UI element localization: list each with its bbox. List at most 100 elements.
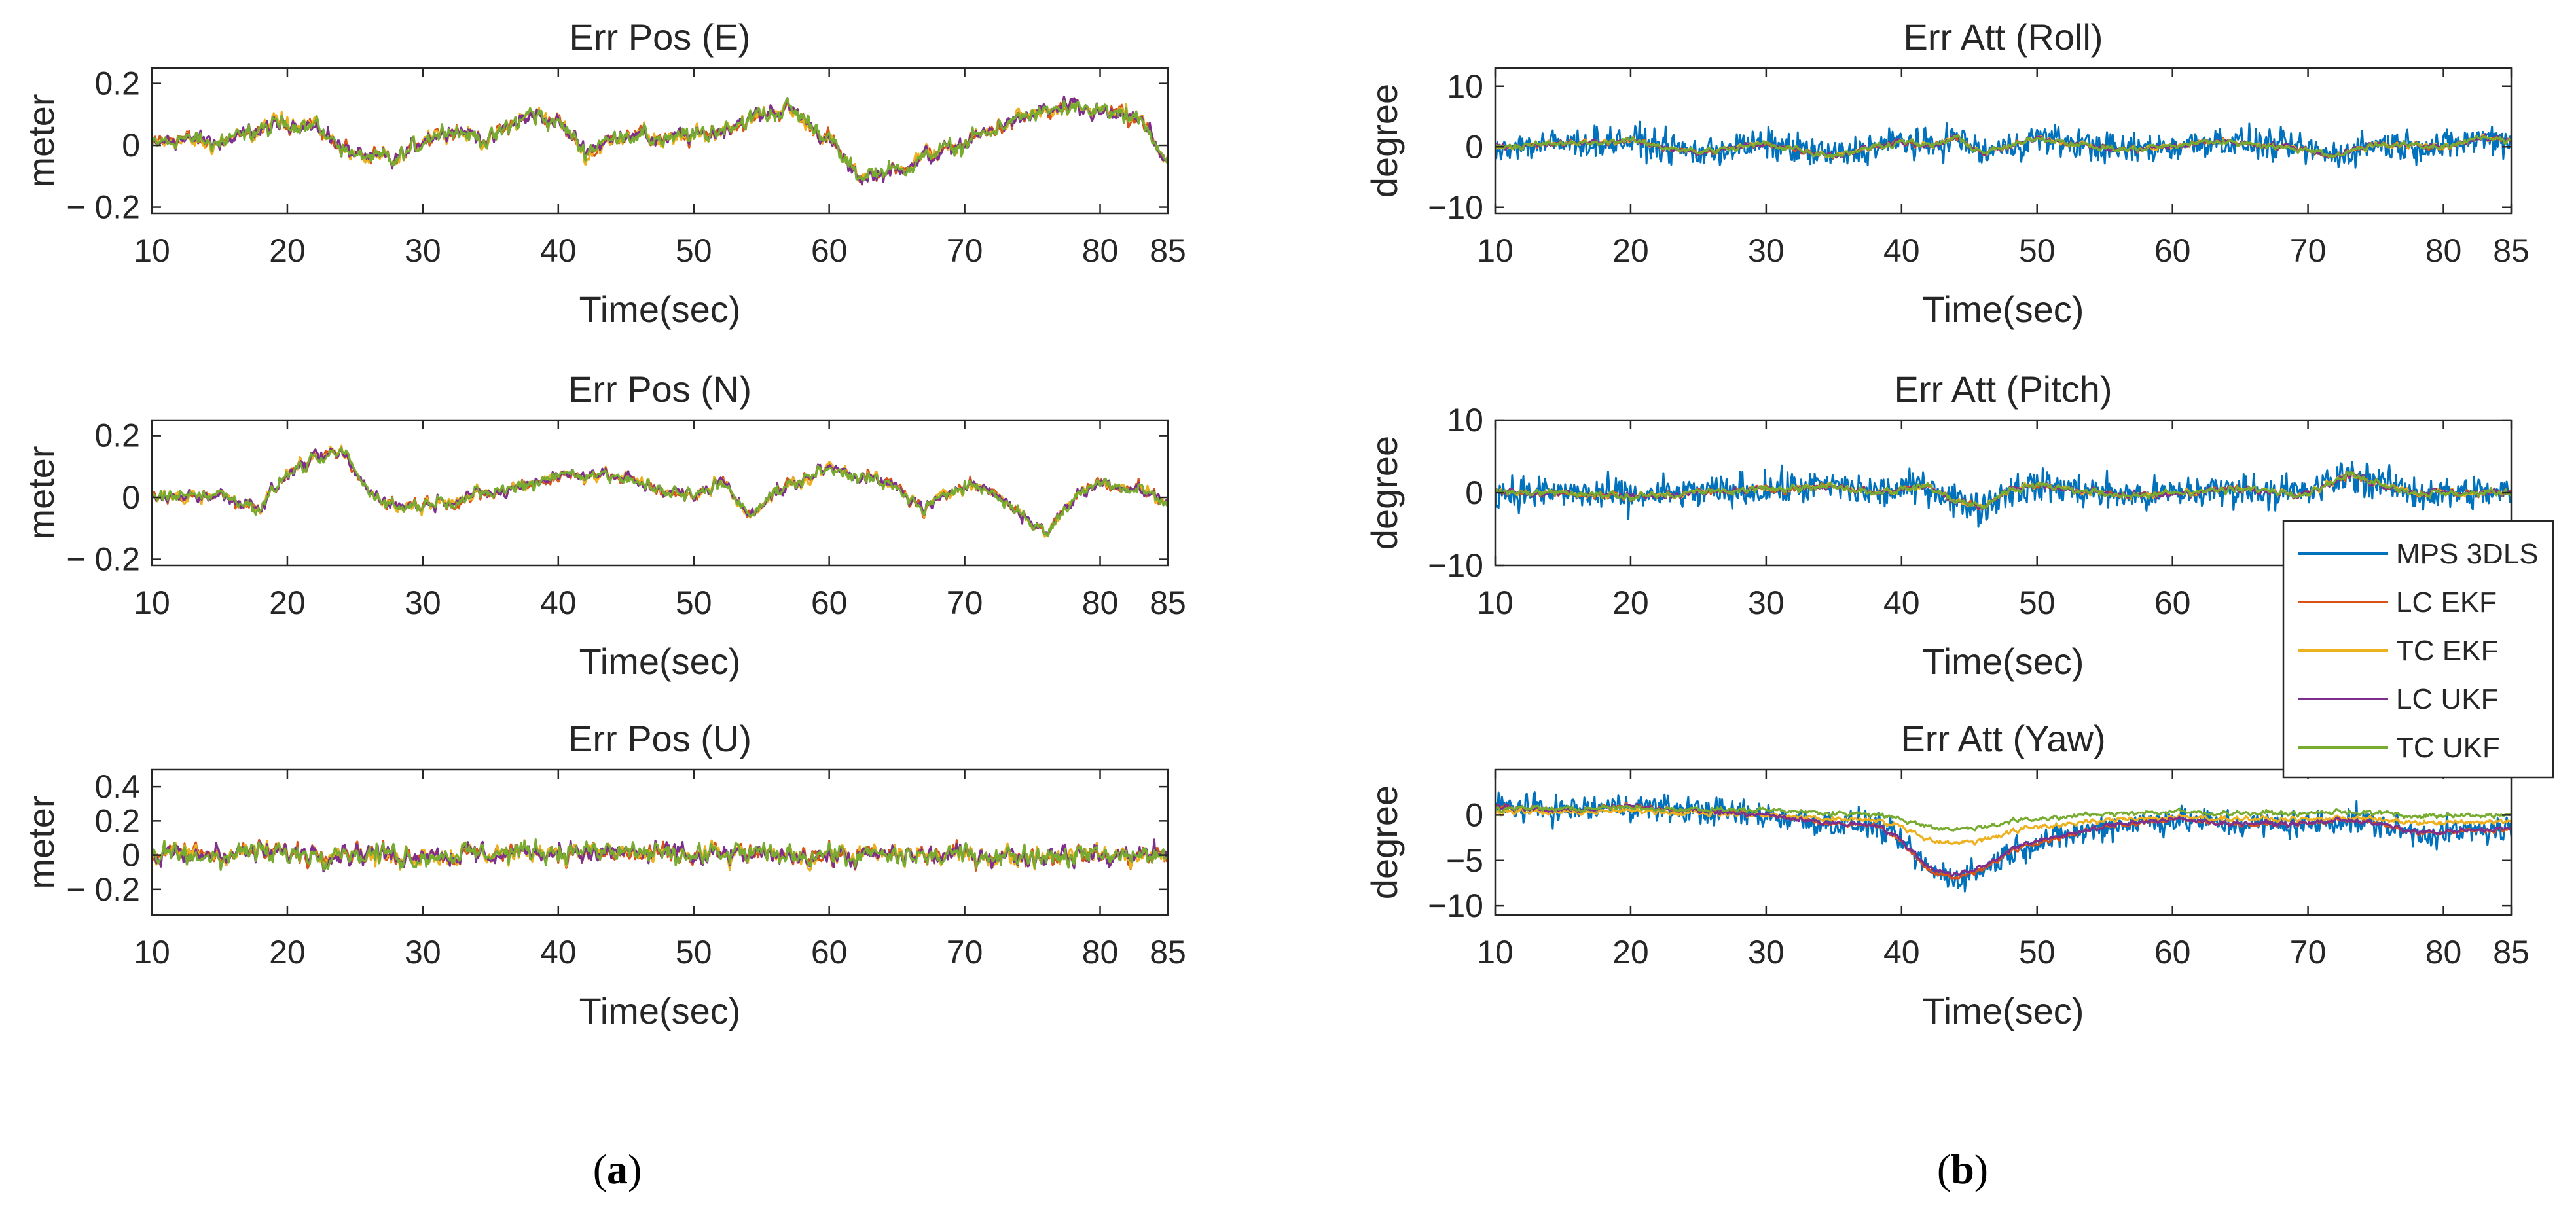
x-tick-label: 70: [947, 584, 983, 621]
legend: MPS 3DLS LC EKF TC EKF LC UKF TC UKF: [2282, 520, 2554, 779]
x-tick-label: 80: [1082, 232, 1119, 269]
y-tick-label: 0.2: [94, 802, 140, 839]
y-tick-label: 0: [122, 837, 140, 874]
legend-label: LC EKF: [2396, 586, 2497, 618]
x-tick-label: 85: [2493, 232, 2530, 269]
x-tick-label: 30: [1748, 584, 1785, 621]
x-tick-label: 40: [1883, 232, 1920, 269]
subfigure-label-b: (b): [1937, 1146, 1988, 1192]
y-tick-label: 0.2: [94, 65, 140, 102]
x-tick-label: 20: [269, 584, 306, 621]
x-tick-label: 85: [1150, 584, 1186, 621]
x-tick-label: 20: [269, 934, 306, 971]
legend-item-lc-ukf: LC UKF: [2298, 683, 2498, 715]
x-tick-label: 20: [269, 232, 306, 269]
x-tick-label: 30: [405, 232, 441, 269]
legend-item-tc-ekf: TC EKF: [2298, 635, 2498, 667]
x-tick-label: 20: [1612, 584, 1649, 621]
x-axis-label: Time(sec): [579, 990, 741, 1031]
series-group: [152, 444, 1168, 538]
axes-box: [151, 67, 1169, 215]
chart-title: Err Att (Pitch): [1895, 368, 2113, 410]
x-tick-label: 40: [1883, 584, 1920, 621]
series-line-tc-ukf: [152, 96, 1168, 181]
series-line-tc-ukf: [1495, 134, 2511, 158]
x-tick-label: 85: [1150, 934, 1186, 971]
y-axis-label: degree: [1364, 785, 1405, 899]
x-tick-label: 60: [2154, 232, 2191, 269]
y-axis-label: degree: [1364, 84, 1405, 198]
y-axis-label: degree: [1364, 436, 1405, 550]
x-tick-label: 40: [540, 584, 577, 621]
chart-title: Err Pos (E): [570, 16, 751, 58]
x-tick-label: 10: [1477, 934, 1514, 971]
chart-title: Err Att (Yaw): [1900, 718, 2105, 759]
x-tick-label: 50: [676, 584, 712, 621]
x-tick-label: 20: [1612, 934, 1649, 971]
x-tick-label: 80: [2425, 934, 2462, 971]
x-tick-label: 50: [2019, 934, 2056, 971]
x-tick-label: 50: [2019, 584, 2056, 621]
x-axis-label: Time(sec): [1923, 641, 2084, 682]
axes-box: [151, 419, 1169, 567]
legend-label: LC UKF: [2396, 683, 2498, 715]
x-axis-label: Time(sec): [1923, 289, 2084, 330]
x-tick-label: 50: [676, 934, 712, 971]
x-tick-label: 60: [811, 934, 848, 971]
x-tick-label: 60: [2154, 584, 2191, 621]
y-tick-label: − 0.2: [66, 871, 140, 908]
x-tick-label: 40: [540, 232, 577, 269]
x-tick-label: 50: [676, 232, 712, 269]
x-tick-label: 80: [1082, 934, 1119, 971]
legend-item-tc-ukf: TC UKF: [2298, 732, 2500, 764]
y-tick-label: −10: [1428, 189, 1483, 226]
series-line-tc-ekf: [1495, 807, 2511, 846]
x-tick-label: 10: [1477, 232, 1514, 269]
x-tick-label: 80: [1082, 584, 1119, 621]
x-tick-label: 40: [540, 934, 577, 971]
y-tick-label: 10: [1447, 68, 1483, 105]
x-tick-label: 10: [134, 934, 170, 971]
x-tick-label: 30: [1748, 934, 1785, 971]
chart-pos-u: 10 20 30 40 50 60 70 80 85 − 0.200.20.4 Err Pos (U…: [20, 718, 1186, 1031]
y-tick-label: 0: [1465, 128, 1483, 165]
chart-att-roll: 10 20 30 40 50 60 70 80 85 −10 0 10 Err Att (Roll) Ti…: [1364, 16, 2530, 330]
series-group: [1495, 461, 2511, 528]
axes-box: [151, 768, 1169, 916]
y-tick-label: 0.4: [94, 768, 140, 805]
axes-box: [1494, 768, 2513, 916]
y-tick-label: −10: [1428, 547, 1483, 584]
chart-title: Err Pos (U): [568, 718, 752, 759]
x-tick-label: 80: [2425, 232, 2462, 269]
x-tick-label: 70: [947, 934, 983, 971]
x-tick-label: 40: [1883, 934, 1920, 971]
x-tick-label: 70: [947, 232, 983, 269]
x-axis-label: Time(sec): [1923, 990, 2084, 1031]
y-axis-label: meter: [20, 795, 62, 889]
axes-box: [1494, 67, 2513, 215]
subfigure-label-a: (a): [593, 1146, 642, 1192]
legend-label: TC UKF: [2396, 732, 2500, 764]
series-group: [152, 95, 1168, 186]
y-tick-label: − 0.2: [66, 541, 140, 578]
plot-area: [152, 770, 1168, 915]
x-tick-label: 10: [134, 232, 170, 269]
series-line-tc-ukf: [1495, 804, 2511, 832]
plot-area: [1495, 770, 2511, 915]
series-group: [152, 838, 1168, 873]
x-tick-label: 60: [811, 584, 848, 621]
x-tick-label: 30: [1748, 232, 1785, 269]
series-line-tc-ukf: [1495, 471, 2511, 510]
chart-pos-n: 10 20 30 40 50 60 70 80 85 − 0.2 0 0.2 Err Pos (N) Ti…: [20, 368, 1186, 682]
series-group: [1495, 120, 2511, 169]
x-tick-label: 30: [405, 584, 441, 621]
y-tick-label: − 0.2: [66, 189, 140, 226]
x-tick-label: 85: [1150, 232, 1186, 269]
y-tick-label: 0: [1465, 474, 1483, 511]
x-tick-label: 85: [2493, 934, 2530, 971]
legend-label: MPS 3DLS: [2396, 538, 2539, 570]
x-axis-label: Time(sec): [579, 641, 741, 682]
legend-item-lc-ekf: LC EKF: [2298, 586, 2497, 618]
